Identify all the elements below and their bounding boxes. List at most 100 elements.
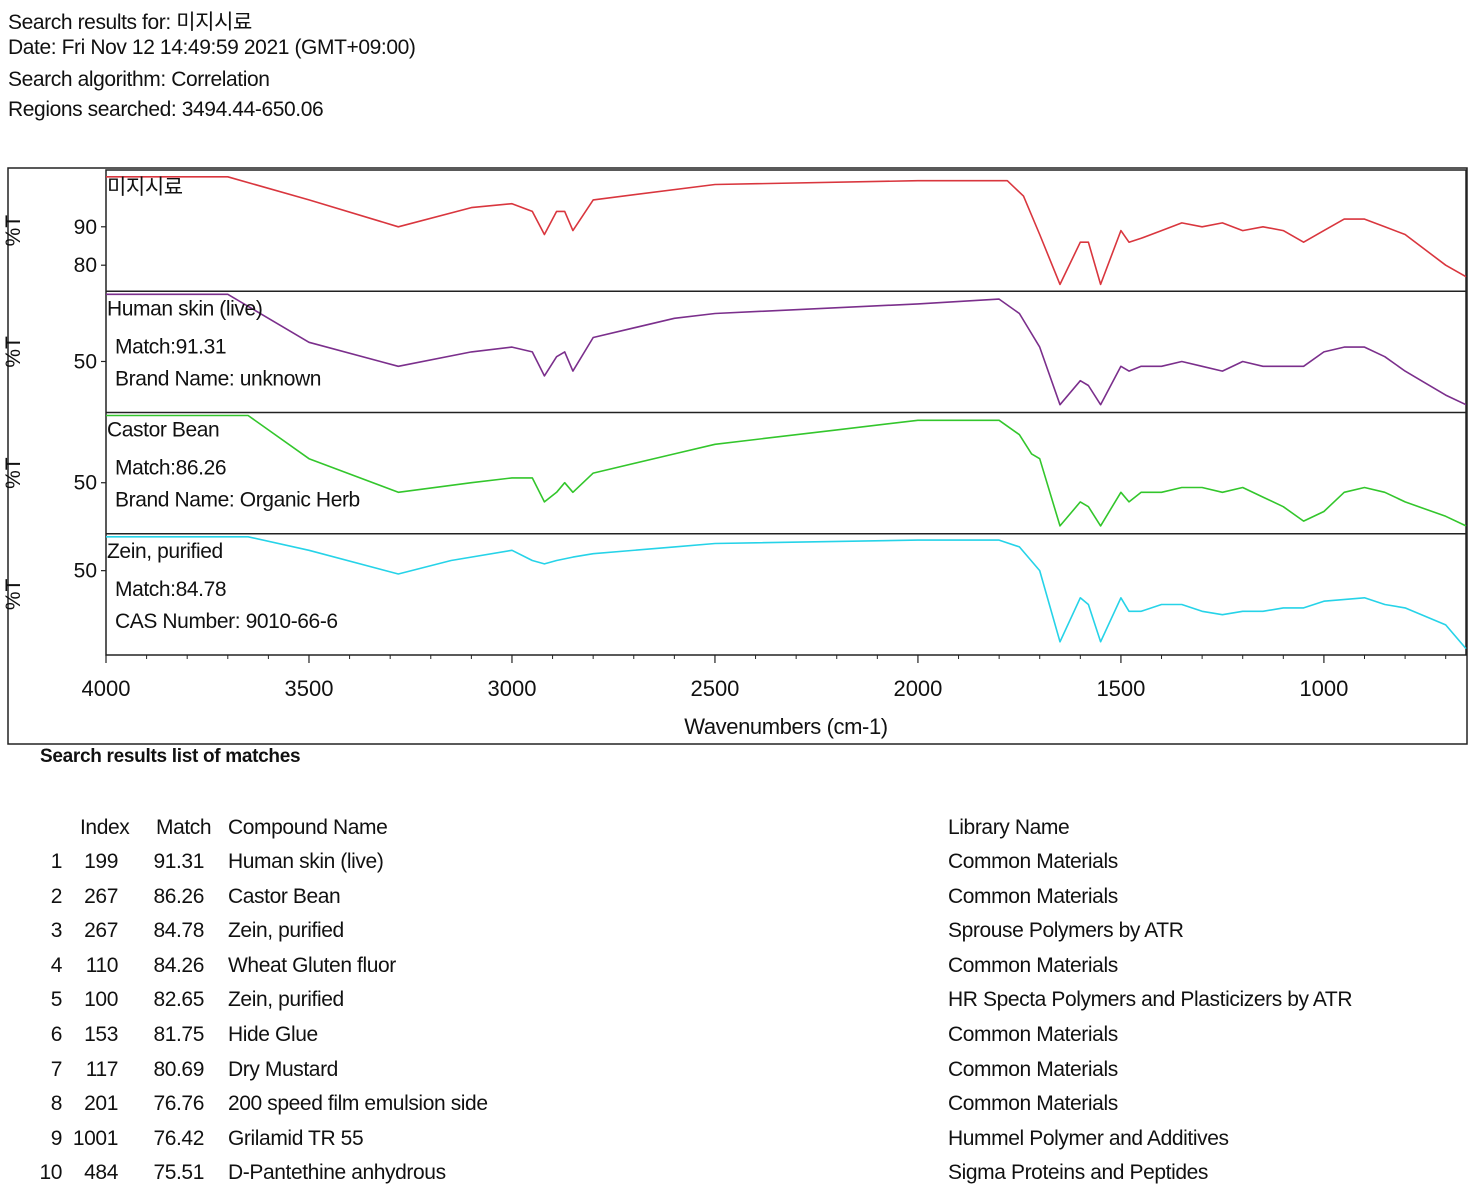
algorithm-line: Search algorithm: Correlation	[8, 68, 270, 91]
row-match: 84.26	[153, 953, 204, 977]
row-match: 82.65	[153, 988, 204, 1012]
x-tick-label: 3500	[285, 676, 334, 701]
spectrum-name: 미지시료	[107, 176, 183, 199]
row-library: HR Specta Polymers and Plasticizers by A…	[948, 988, 1353, 1012]
row-match: 80.69	[153, 1057, 204, 1081]
spectrum-line-3	[106, 414, 1467, 527]
spectrum-name: Human skin (live)	[107, 297, 262, 320]
y-axis-label: %T	[2, 457, 25, 489]
row-index: 199	[84, 850, 118, 873]
row-number: 5	[50, 988, 63, 1012]
row-library: Common Materials	[948, 953, 1118, 977]
row-number: 4	[50, 953, 63, 977]
row-index: 484	[84, 1161, 118, 1185]
spectrum-name: Castor Bean	[107, 419, 219, 442]
row-number: 3	[50, 919, 63, 943]
row-compound: Castor Bean	[228, 884, 341, 908]
row-compound: D-Pantethine anhydrous	[228, 1161, 446, 1185]
row-number: 10	[39, 1161, 62, 1185]
row-library: Common Materials	[948, 850, 1118, 873]
spectrum-info: CAS Number: 9010-66-6	[115, 610, 338, 633]
row-number: 2	[50, 884, 63, 908]
row-index: 100	[84, 988, 118, 1012]
spectrum-info: Brand Name: unknown	[115, 367, 321, 390]
y-tick-label: 50	[74, 560, 97, 583]
row-index: 153	[84, 1023, 118, 1046]
row-number: 7	[50, 1057, 63, 1081]
row-library: Common Materials	[948, 1057, 1118, 1081]
row-index: 110	[85, 953, 119, 977]
row-number: 8	[50, 1092, 63, 1116]
y-tick-label: 50	[74, 350, 97, 373]
table-row[interactable]: 1 199 91.31 Human skin (live) Common Materia…	[0, 850, 1473, 884]
row-number: 6	[50, 1023, 63, 1046]
row-compound: Hide Glue	[228, 1023, 318, 1046]
row-index: 1001	[72, 1126, 119, 1150]
x-tick-label: 2500	[690, 676, 739, 701]
y-tick-label: 50	[74, 472, 97, 495]
row-index: 117	[85, 1057, 119, 1081]
spectrum-line-2	[106, 293, 1467, 406]
row-match: 84.78	[153, 919, 204, 943]
row-library: Sprouse Polymers by ATR	[948, 919, 1184, 943]
table-row[interactable]: 8 201 76.76 200 speed film emulsion side Com…	[0, 1092, 1473, 1126]
row-compound: Wheat Gluten fluor	[228, 953, 396, 977]
spectrum-info: Match:84.78	[115, 578, 226, 601]
header-compound: Compound Name	[228, 816, 388, 839]
row-number: 1	[50, 850, 63, 873]
row-compound: Zein, purified	[228, 988, 344, 1012]
table-row[interactable]: 4 110 84.26 Wheat Gluten fluor Common Materi…	[0, 954, 1473, 988]
spectrum-line-1	[106, 176, 1467, 286]
table-row[interactable]: 9 1001 76.42 Grilamid TR 55 Hummel Polymer a…	[0, 1127, 1473, 1161]
spectra-chart: 90 80 %T 미지시료 50 %T Human skin (live) Match:91.…	[2, 167, 1468, 745]
header-match: Match	[156, 816, 212, 839]
row-index: 267	[84, 919, 118, 943]
spectrum-name: Zein, purified	[107, 540, 223, 563]
row-library: Common Materials	[948, 1023, 1118, 1046]
x-tick-label: 1500	[1096, 676, 1145, 701]
date-line: Date: Fri Nov 12 14:49:59 2021 (GMT+09:0…	[8, 36, 416, 59]
table-row[interactable]: 10 484 75.51 D-Pantethine anhydrous Sigma Pr…	[0, 1161, 1473, 1195]
row-match: 81.75	[153, 1023, 204, 1046]
row-compound: Zein, purified	[228, 919, 344, 943]
row-compound: Human skin (live)	[228, 850, 384, 873]
row-library: Common Materials	[948, 884, 1118, 908]
row-library: Hummel Polymer and Additives	[948, 1126, 1229, 1150]
row-index: 267	[84, 884, 118, 908]
row-compound: 200 speed film emulsion side	[228, 1092, 488, 1116]
row-compound: Dry Mustard	[228, 1057, 338, 1081]
table-row[interactable]: 6 153 81.75 Hide Glue Common Materials	[0, 1023, 1473, 1057]
spectrum-info: Match:86.26	[115, 457, 226, 480]
y-axis-label: %T	[2, 578, 25, 610]
x-tick-label: 1000	[1299, 676, 1348, 701]
y-tick-label: 80	[74, 254, 97, 277]
row-match: 76.76	[153, 1092, 204, 1116]
spectrum-line-4	[106, 536, 1467, 650]
search-results-line: Search results for: 미지시료	[8, 11, 252, 34]
table-row[interactable]: 5 100 82.65 Zein, purified HR Specta Polymer…	[0, 988, 1473, 1022]
x-tick-label: 2000	[893, 676, 942, 701]
row-match: 76.42	[153, 1126, 204, 1150]
chart-frame	[7, 167, 1468, 745]
regions-line: Regions searched: 3494.44-650.06	[8, 98, 324, 121]
row-match: 86.26	[153, 884, 204, 908]
y-tick-label: 90	[74, 216, 97, 239]
row-library: Sigma Proteins and Peptides	[948, 1161, 1209, 1185]
row-match: 75.51	[153, 1161, 204, 1185]
spectrum-info: Match:91.31	[115, 335, 226, 358]
row-number: 9	[50, 1126, 63, 1150]
table-row[interactable]: 7 117 80.69 Dry Mustard Common Materials	[0, 1058, 1473, 1092]
table-row[interactable]: 2 267 86.26 Castor Bean Common Materials	[0, 885, 1473, 919]
header-library: Library Name	[948, 816, 1070, 839]
header-index: Index	[80, 816, 130, 839]
results-list-title: Search results list of matches	[40, 746, 301, 767]
x-axis-label: Wavenumbers (cm-1)	[684, 714, 887, 739]
row-library: Common Materials	[948, 1092, 1118, 1116]
row-match: 91.31	[153, 850, 204, 873]
table-row[interactable]: 3 267 84.78 Zein, purified Sprouse Polymers …	[0, 919, 1473, 953]
y-axis-label: %T	[2, 336, 25, 368]
spectrum-info: Brand Name: Organic Herb	[115, 489, 360, 512]
x-tick-label: 3000	[487, 676, 536, 701]
x-tick-label: 4000	[82, 676, 131, 701]
row-compound: Grilamid TR 55	[228, 1126, 364, 1150]
